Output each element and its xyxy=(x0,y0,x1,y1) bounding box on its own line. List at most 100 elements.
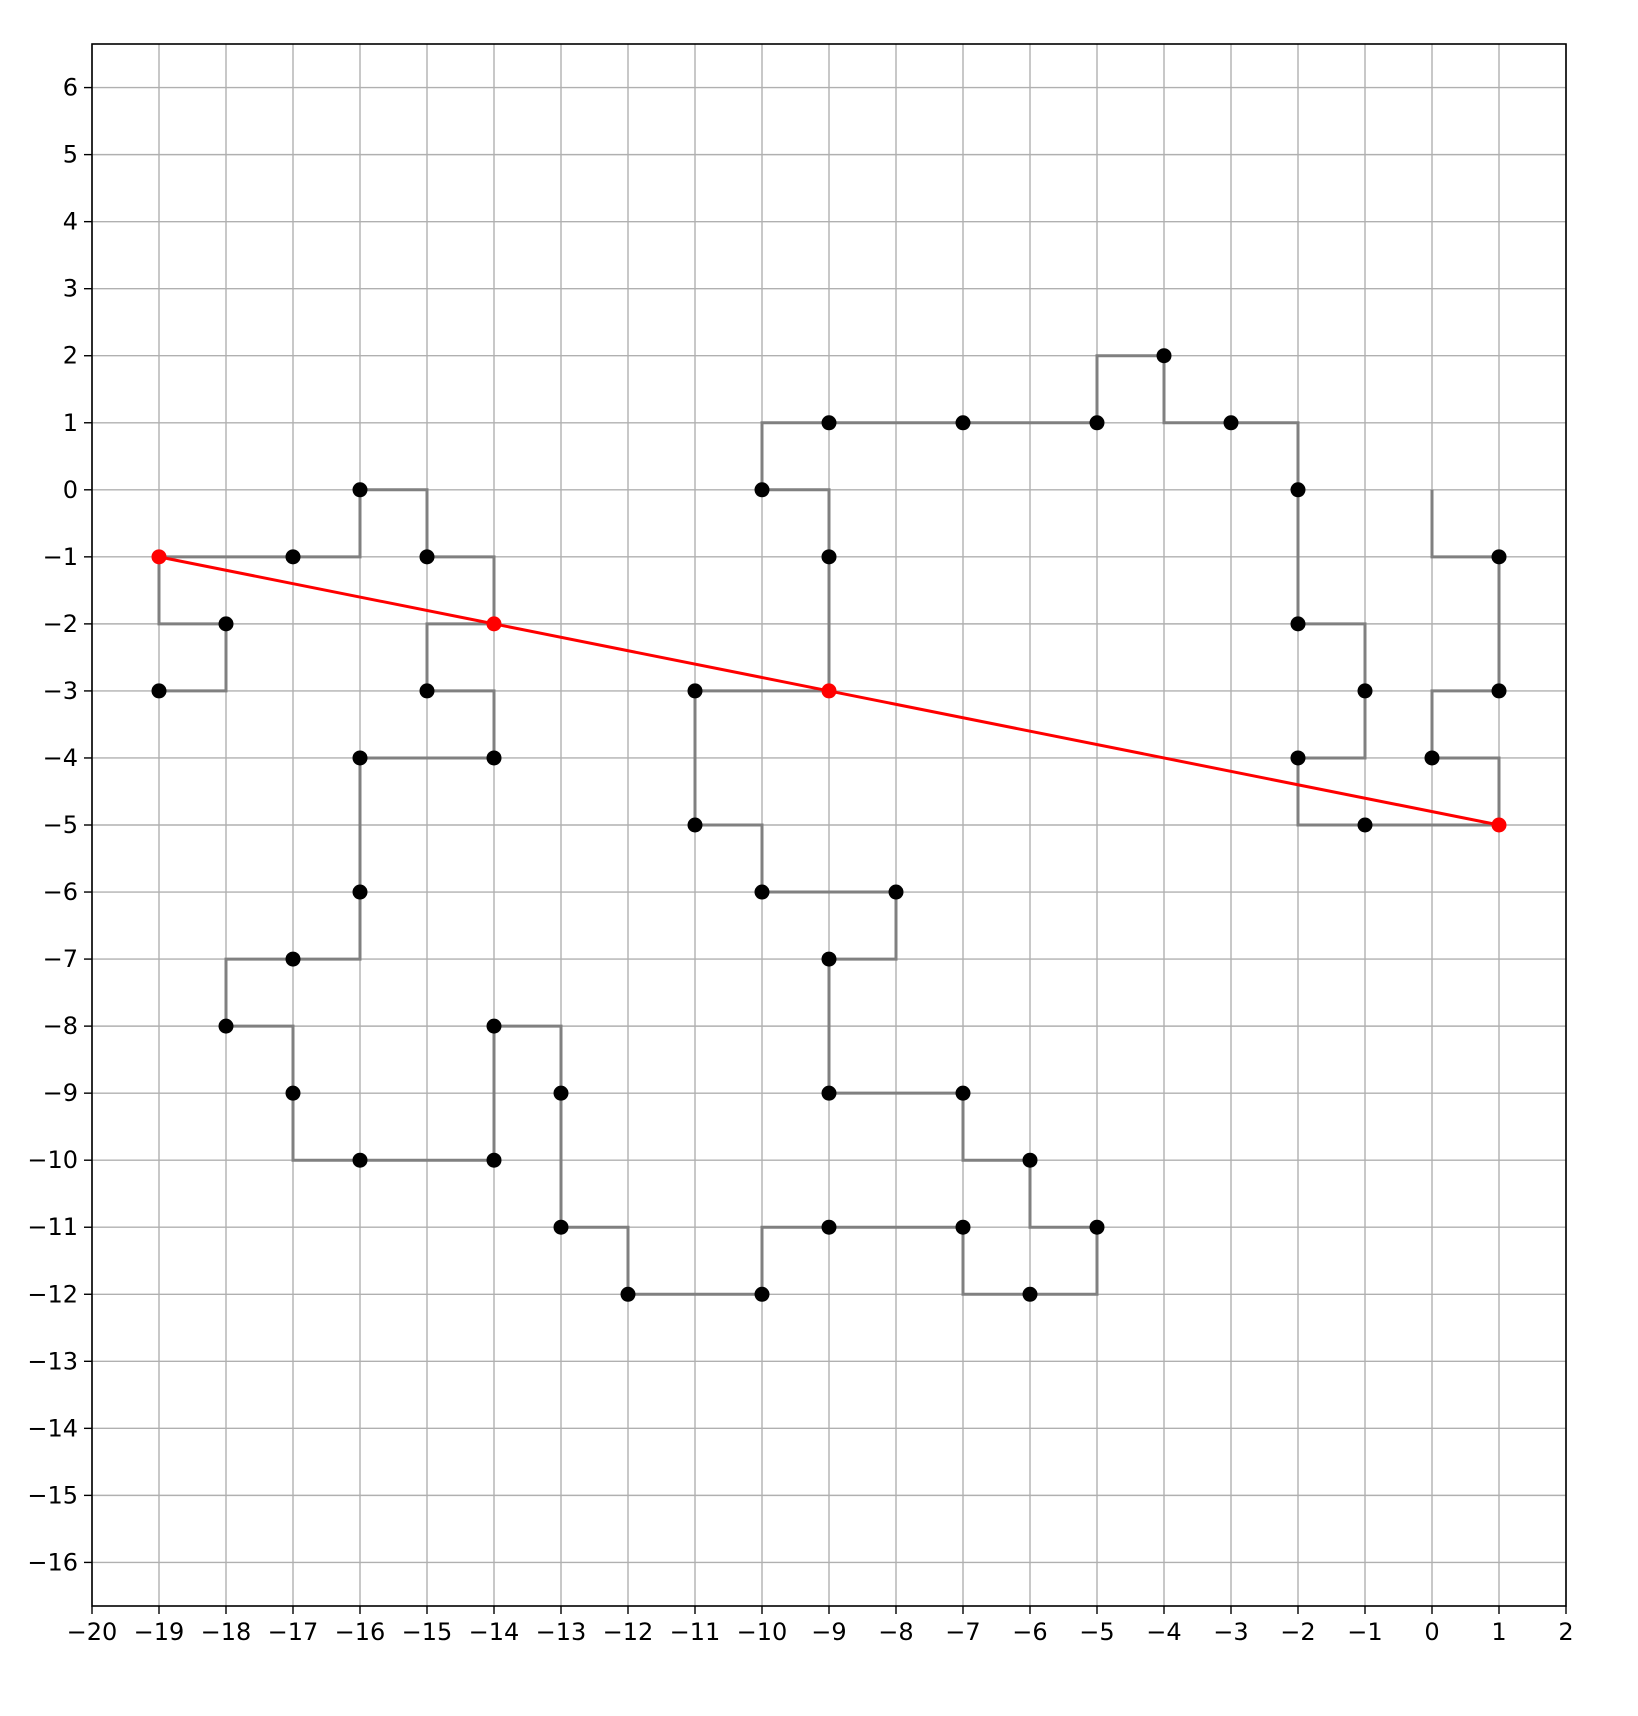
walk-point-marker xyxy=(352,884,368,900)
y-tick-label: −8 xyxy=(43,1012,78,1040)
y-tick-label: 5 xyxy=(63,141,78,169)
walk-point-marker xyxy=(955,415,971,431)
x-tick-label: −14 xyxy=(469,1618,520,1646)
red-line xyxy=(158,555,1500,827)
x-tick-label: −5 xyxy=(1079,1618,1114,1646)
x-tick-label: −12 xyxy=(603,1618,654,1646)
walk-point-marker xyxy=(218,1018,234,1034)
red-point-marker xyxy=(821,683,837,699)
x-tick-label: −6 xyxy=(1012,1618,1047,1646)
walk-point-marker xyxy=(821,549,837,565)
y-tick-label: −3 xyxy=(43,677,78,705)
walk-point-marker xyxy=(1491,549,1507,565)
walk-point-marker xyxy=(285,951,301,967)
walk-point-marker xyxy=(955,1085,971,1101)
y-tick-label: −5 xyxy=(43,811,78,839)
y-tick-label: 3 xyxy=(63,275,78,303)
walk-point-marker xyxy=(553,1219,569,1235)
walk-point-marker xyxy=(687,683,703,699)
walk-point-marker xyxy=(1424,750,1440,766)
x-tick-label: −2 xyxy=(1280,1618,1315,1646)
x-tick-label: −16 xyxy=(335,1618,386,1646)
walk-point-markers xyxy=(151,348,1507,1302)
x-tick-label: −3 xyxy=(1213,1618,1248,1646)
x-tick-label: −19 xyxy=(134,1618,185,1646)
walk-point-marker xyxy=(821,1085,837,1101)
y-tick-label: −6 xyxy=(43,878,78,906)
y-tick-label: −9 xyxy=(43,1079,78,1107)
walk-point-marker xyxy=(218,616,234,632)
y-tick-label: 2 xyxy=(63,342,78,370)
walk-point-marker xyxy=(1089,415,1105,431)
y-tick-label: 4 xyxy=(63,208,78,236)
walk-point-marker xyxy=(1223,415,1239,431)
walk-point-marker xyxy=(285,549,301,565)
walk-point-marker xyxy=(955,1219,971,1235)
y-tick-label: −13 xyxy=(27,1347,78,1375)
x-tick-label: −10 xyxy=(737,1618,788,1646)
walk-point-marker xyxy=(285,1085,301,1101)
walk-point-marker xyxy=(419,683,435,699)
x-tick-label: −13 xyxy=(536,1618,587,1646)
walk-point-marker xyxy=(888,884,904,900)
walk-point-marker xyxy=(352,1152,368,1168)
x-tick-label: −4 xyxy=(1146,1618,1181,1646)
x-tick-label: −18 xyxy=(201,1618,252,1646)
walk-point-marker xyxy=(821,951,837,967)
walk-point-marker xyxy=(1357,683,1373,699)
x-tick-label: −17 xyxy=(268,1618,319,1646)
red-point-marker xyxy=(1491,817,1507,833)
x-tick-label: −8 xyxy=(878,1618,913,1646)
walk-point-marker xyxy=(486,1152,502,1168)
x-tick-label: −7 xyxy=(945,1618,980,1646)
walk-point-marker xyxy=(352,482,368,498)
x-tick-label: 1 xyxy=(1491,1618,1506,1646)
y-tick-label: 6 xyxy=(63,74,78,102)
walk-path-line xyxy=(157,354,1501,1296)
walk-point-marker xyxy=(1290,616,1306,632)
walk-path-series xyxy=(157,354,1501,1296)
x-tick-label: −1 xyxy=(1347,1618,1382,1646)
walk-point-marker xyxy=(1357,817,1373,833)
walk-point-marker xyxy=(1022,1152,1038,1168)
walk-point-marker xyxy=(151,683,167,699)
y-tick-label: −2 xyxy=(43,610,78,638)
y-tick-label: −15 xyxy=(27,1481,78,1509)
walk-point-marker xyxy=(687,817,703,833)
x-axis-ticks: −20 −19 −18 −17 −16 −15 −14 −13 −12 −11 −10 −9 −8 −7−… xyxy=(67,1606,1574,1646)
walk-point-marker xyxy=(821,415,837,431)
red-point-marker xyxy=(486,616,502,632)
x-tick-label: −9 xyxy=(811,1618,846,1646)
walk-point-marker xyxy=(620,1286,636,1302)
walk-point-marker xyxy=(419,549,435,565)
walk-point-marker xyxy=(553,1085,569,1101)
walk-point-marker xyxy=(1290,750,1306,766)
walk-point-marker xyxy=(352,750,368,766)
y-tick-label: −4 xyxy=(43,744,78,772)
y-tick-label: −10 xyxy=(27,1146,78,1174)
walk-point-marker xyxy=(821,1219,837,1235)
y-tick-label: −11 xyxy=(27,1213,78,1241)
walk-point-marker xyxy=(754,884,770,900)
y-tick-label: 0 xyxy=(63,476,78,504)
y-tick-label: −12 xyxy=(27,1280,78,1308)
walk-point-marker xyxy=(486,1018,502,1034)
walk-point-marker xyxy=(1290,482,1306,498)
walk-point-marker xyxy=(1156,348,1172,364)
red-line-series xyxy=(151,549,1507,833)
y-axis-ticks: 6 5 4 3 2 1 0 −1 −2 −3 −4 −5 −6 −7 −8 −9 −10 −11 −12 −13 −14… xyxy=(27,74,92,1576)
x-tick-label: 0 xyxy=(1424,1618,1439,1646)
x-tick-label: −20 xyxy=(67,1618,118,1646)
x-tick-label: −11 xyxy=(670,1618,721,1646)
y-tick-label: −1 xyxy=(43,543,78,571)
red-point-marker xyxy=(151,549,167,565)
walk-point-marker xyxy=(1089,1219,1105,1235)
walk-point-marker xyxy=(1022,1286,1038,1302)
walk-point-marker xyxy=(486,750,502,766)
y-tick-label: 1 xyxy=(63,409,78,437)
walk-point-marker xyxy=(754,1286,770,1302)
walk-point-marker xyxy=(754,482,770,498)
walk-point-marker xyxy=(1491,683,1507,699)
x-tick-label: −15 xyxy=(402,1618,453,1646)
